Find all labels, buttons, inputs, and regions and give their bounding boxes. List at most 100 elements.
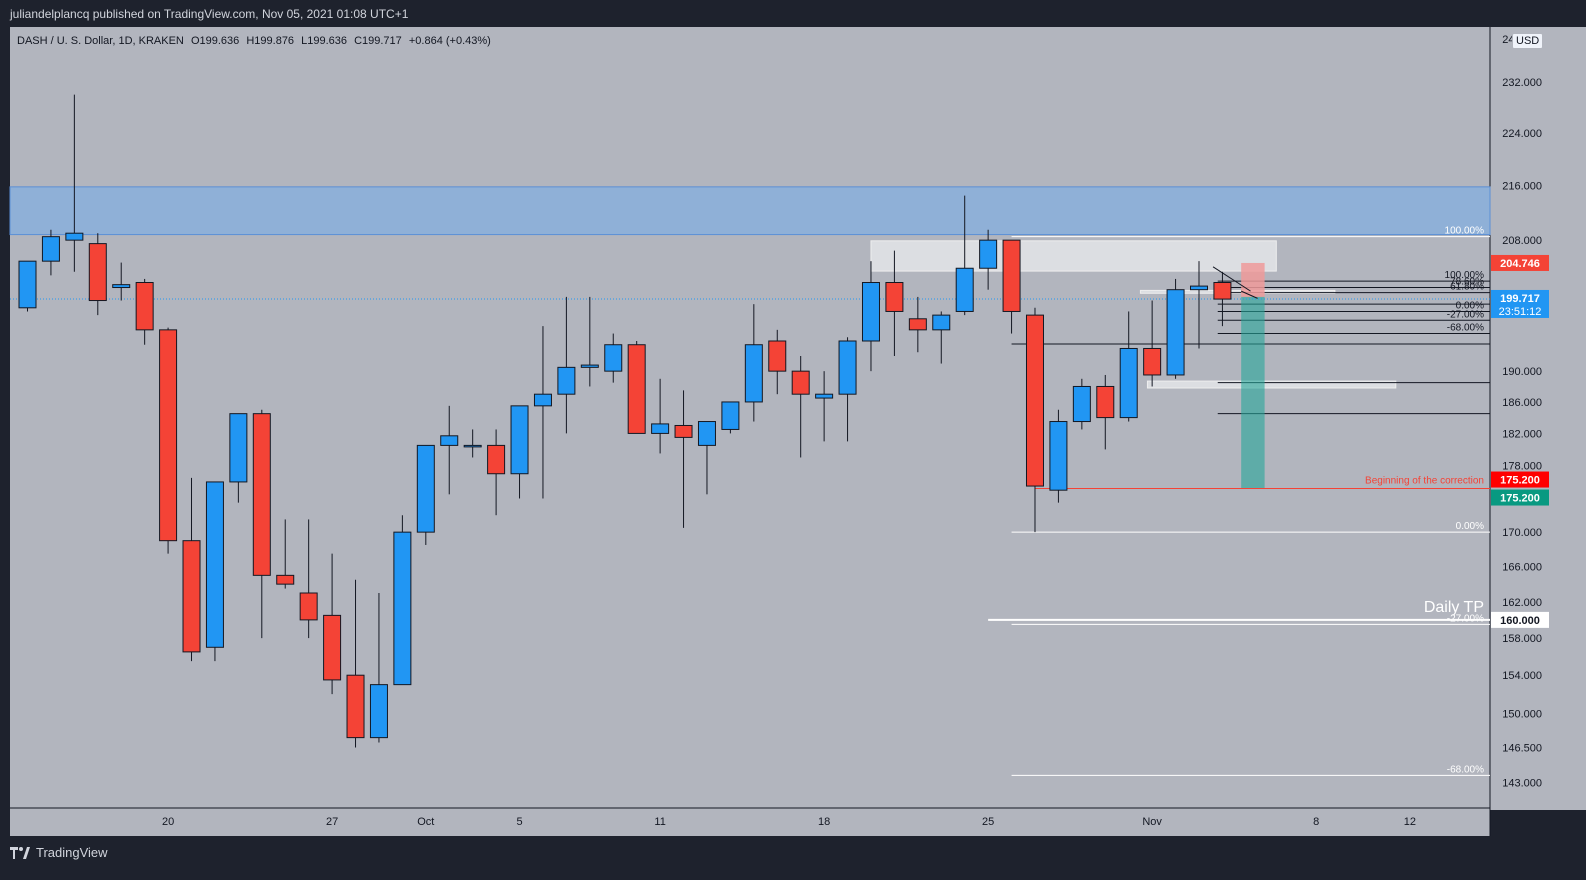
legend-low: L199.636 [301,35,348,47]
last-price-tag-bg [1491,289,1549,318]
candle-body [1049,421,1068,491]
candle-body [440,435,459,446]
candle-body [1190,285,1208,291]
fib-right-label: 61.80% [1450,282,1484,293]
y-tick-label: 170.000 [1502,527,1542,539]
candle-body [744,344,763,403]
candle-body [323,614,342,681]
currency-button[interactable]: USD [1512,33,1544,49]
position-stop-zone [1241,262,1265,297]
y-tick-label: 150.000 [1502,708,1542,720]
candle-body [369,684,388,739]
y-tick-label: 162.000 [1502,597,1542,609]
fib-left-label: 100.00% [1445,226,1485,237]
last-price-label: 199.717 [1500,293,1540,305]
y-tick-label: 146.500 [1502,742,1542,754]
publish-info: juliandelplancq published on TradingView… [10,7,409,21]
x-tick-label: 5 [516,816,522,828]
x-tick-label: 25 [982,816,994,828]
candle-body [1119,347,1138,419]
price-label: 204.746 [1500,258,1540,270]
candle-body [510,405,529,475]
fib-right-label: -68.00% [1447,323,1484,334]
x-tick-label: Oct [417,816,434,828]
candle-body [861,282,880,342]
x-tick-label: Nov [1142,816,1162,828]
candle-body [18,260,37,309]
y-tick-label: 232.000 [1502,77,1542,89]
candle-body [604,344,623,372]
price-axis [1490,27,1586,810]
price-label-bg [1491,471,1549,488]
candle-body [159,329,178,542]
candle-body [885,282,904,312]
legend-symbol: DASH / U. S. Dollar, 1D, KRAKEN [17,35,184,47]
fib-left-label: 0.00% [1456,521,1484,532]
candle-body [533,393,552,407]
daily-tp-label: Daily TP [1424,599,1484,616]
candle-body [41,236,60,262]
candle-body [979,239,998,269]
candle-body [299,592,318,621]
candle-body [651,423,670,434]
legend-change: +0.864 (+0.43%) [408,35,491,47]
tradingview-logo-icon [10,846,30,859]
y-tick-label: 186.000 [1502,397,1542,409]
candle-body [1213,282,1232,300]
y-tick-label: 208.000 [1502,235,1542,247]
price-label-bg [1491,611,1549,628]
x-tick-label: 8 [1313,816,1319,828]
candle-body [838,340,857,395]
candle-body [88,243,107,302]
fib-right-label: -27.00% [1447,309,1484,320]
candle-body [252,413,271,576]
zone-box-2 [1139,289,1336,294]
y-tick-label: 224.000 [1502,128,1542,140]
y-tick-label: 143.000 [1502,777,1542,789]
candle-body [205,481,224,648]
candle-body [182,540,201,653]
candle-body [580,364,599,368]
y-tick-label: 158.000 [1502,633,1542,645]
candle-body [112,284,131,289]
candle-body [1002,239,1021,312]
countdown-label: 23:51:12 [1499,306,1542,318]
candle-body [557,366,576,395]
candle-body [768,340,787,372]
candle-body [955,267,974,312]
candle-body [346,674,365,739]
trend-line [1212,266,1251,292]
candle-body [416,444,435,533]
x-tick-label: 27 [326,816,338,828]
candle-body [65,232,84,241]
zone-box-0 [870,240,1277,272]
candle-body [697,421,716,446]
fib-right-label: 78.60% [1450,277,1484,288]
candle-body [1025,314,1044,487]
time-axis [10,808,1490,836]
price-label-bg [1491,254,1549,271]
candle-body [908,318,927,331]
candle-body [791,370,810,395]
x-tick-label: 11 [654,816,665,828]
candle-body [487,444,506,475]
candle-body [229,413,248,483]
price-label: 160.000 [1500,615,1540,627]
fib-left-label: -68.00% [1447,764,1484,775]
candle-body [1096,385,1115,419]
legend-close: C199.717 [354,35,402,47]
candle-body [463,444,482,448]
price-label: 175.200 [1500,475,1540,487]
tradingview-logo[interactable]: TradingView [10,845,108,860]
candle-body [815,393,834,399]
candle-body [674,424,693,438]
supply-zone [9,186,1491,236]
trend-line [1240,290,1258,299]
correction-label: Beginning of the correction [1365,476,1484,487]
zone-box-1 [1146,380,1397,389]
x-tick-label: 20 [162,816,174,828]
y-tick-label: 154.000 [1502,670,1542,682]
candle-body [627,344,646,434]
price-label-bg [1491,489,1549,506]
